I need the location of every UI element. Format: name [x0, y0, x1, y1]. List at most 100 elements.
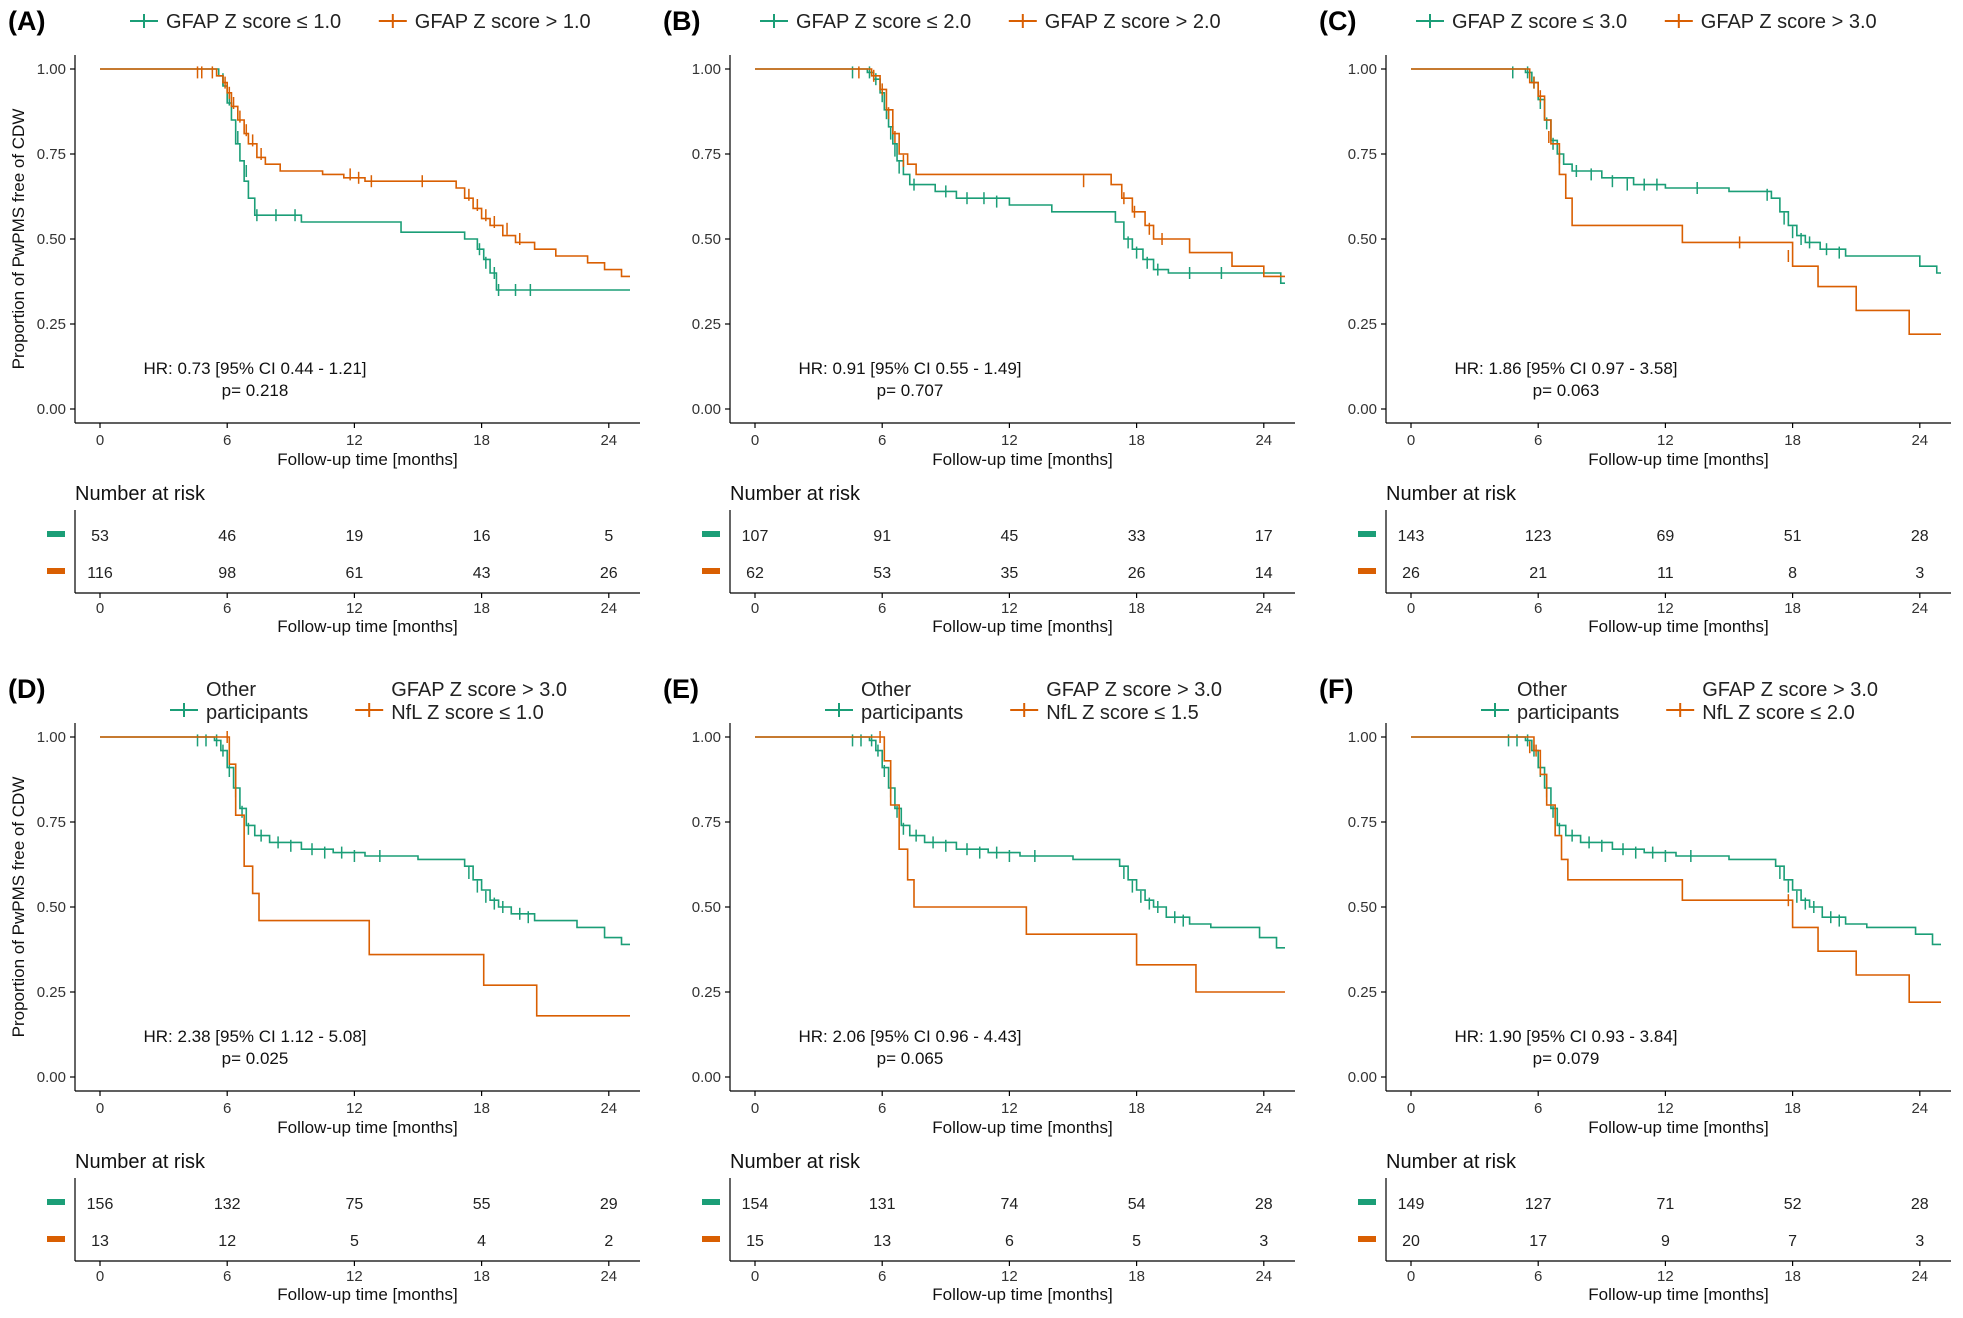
legend-label: GFAP Z score ≤ 1.0: [166, 11, 341, 33]
risk-count: 6: [1005, 1233, 1014, 1250]
risk-count: 53: [91, 528, 109, 545]
legend-key: [378, 14, 407, 28]
risk-count: 8: [1788, 565, 1797, 582]
risk-x-axis-title: Follow-up time [months]: [277, 617, 457, 636]
y-tick-label: 0.50: [1348, 231, 1377, 248]
km-curve-series-0: [755, 736, 1285, 949]
x-tick-label: 18: [1128, 432, 1145, 449]
y-tick-label: 0.75: [1348, 146, 1377, 163]
y-tick-label: 0.00: [692, 401, 721, 418]
risk-count: 26: [600, 565, 618, 582]
risk-x-tick-label: 12: [1657, 1268, 1674, 1285]
risk-x-tick-label: 24: [1911, 600, 1928, 617]
legend-label: GFAP Z score ≤ 3.0: [1452, 11, 1627, 33]
km-panel-1: (B) GFAP Z score ≤ 2.0 GFAP Z score > 2.0 0…: [663, 6, 1295, 636]
risk-count: 54: [1128, 1196, 1146, 1213]
legend-label: GFAP Z score > 3.0: [1702, 679, 1878, 701]
km-curve-series-1: [755, 736, 1285, 993]
risk-count: 46: [218, 528, 236, 545]
x-tick-label: 0: [96, 432, 104, 449]
risk-count: 74: [1001, 1196, 1019, 1213]
legend-label: Other: [1517, 679, 1567, 701]
risk-x-tick-label: 18: [473, 600, 490, 617]
km-panel-2: (C) GFAP Z score ≤ 3.0 GFAP Z score > 3.0 0…: [1319, 6, 1951, 636]
risk-x-tick-label: 24: [1255, 1268, 1272, 1285]
y-tick-label: 1.00: [37, 729, 66, 746]
x-tick-label: 0: [96, 1100, 104, 1117]
risk-count: 28: [1255, 1196, 1273, 1213]
panel-letter: (F): [1319, 674, 1353, 704]
p-value-text: p= 0.218: [222, 381, 289, 400]
legend-key: [170, 703, 198, 717]
risk-count: 55: [473, 1196, 491, 1213]
risk-count: 69: [1657, 528, 1675, 545]
y-tick-label: 0.25: [37, 984, 66, 1001]
risk-x-tick-label: 18: [1128, 1268, 1145, 1285]
km-curve-series-0: [100, 68, 630, 291]
risk-x-tick-label: 24: [1255, 600, 1272, 617]
risk-count: 143: [1398, 528, 1425, 545]
hazard-ratio-text: HR: 2.06 [95% CI 0.96 - 4.43]: [798, 1027, 1021, 1046]
risk-x-tick-label: 24: [600, 1268, 617, 1285]
x-tick-label: 6: [878, 1100, 886, 1117]
risk-row-swatch: [1358, 568, 1376, 574]
x-tick-label: 6: [878, 432, 886, 449]
risk-row-swatch: [702, 1199, 720, 1205]
risk-count: 43: [473, 565, 491, 582]
legend-label: NfL Z score ≤ 2.0: [1702, 702, 1855, 724]
risk-x-axis-title: Follow-up time [months]: [1588, 617, 1768, 636]
legend-label: GFAP Z score ≤ 2.0: [796, 11, 971, 33]
risk-row-swatch: [1358, 1199, 1376, 1205]
y-tick-label: 0.75: [692, 146, 721, 163]
risk-count: 51: [1784, 528, 1802, 545]
risk-row-swatch: [47, 1236, 65, 1242]
risk-count: 107: [742, 528, 769, 545]
y-tick-label: 0.75: [1348, 814, 1377, 831]
risk-count: 13: [873, 1233, 891, 1250]
km-curve-series-1: [100, 68, 630, 278]
risk-count: 5: [604, 528, 613, 545]
x-axis-title: Follow-up time [months]: [277, 450, 457, 469]
risk-count: 19: [346, 528, 364, 545]
y-tick-label: 0.50: [37, 899, 66, 916]
x-tick-label: 24: [600, 432, 617, 449]
risk-x-tick-label: 6: [223, 1268, 231, 1285]
risk-x-tick-label: 12: [1001, 600, 1018, 617]
x-tick-label: 12: [1657, 1100, 1674, 1117]
legend-key: [1666, 703, 1695, 717]
risk-table-title: Number at risk: [1386, 483, 1517, 505]
y-tick-label: 0.50: [692, 899, 721, 916]
x-tick-label: 18: [1784, 432, 1801, 449]
risk-count: 7: [1788, 1233, 1797, 1250]
y-tick-label: 0.50: [1348, 899, 1377, 916]
risk-x-tick-label: 12: [1657, 600, 1674, 617]
legend-key: [1664, 14, 1693, 28]
legend-key: [825, 703, 853, 717]
risk-row-swatch: [702, 568, 720, 574]
risk-x-tick-label: 18: [1784, 1268, 1801, 1285]
x-axis-title: Follow-up time [months]: [1588, 450, 1768, 469]
x-tick-label: 6: [1534, 432, 1542, 449]
risk-count: 62: [746, 565, 764, 582]
risk-x-tick-label: 0: [96, 1268, 104, 1285]
risk-count: 131: [869, 1196, 896, 1213]
risk-count: 53: [873, 565, 891, 582]
risk-count: 45: [1001, 528, 1019, 545]
risk-count: 26: [1402, 565, 1420, 582]
risk-count: 98: [218, 565, 236, 582]
risk-x-tick-label: 0: [751, 600, 759, 617]
x-tick-label: 12: [1657, 432, 1674, 449]
risk-table-title: Number at risk: [1386, 1151, 1517, 1173]
risk-count: 154: [742, 1196, 769, 1213]
legend-key: [1008, 14, 1037, 28]
risk-count: 91: [873, 528, 891, 545]
risk-row-swatch: [1358, 1236, 1376, 1242]
risk-count: 71: [1657, 1196, 1675, 1213]
legend-label: participants: [1517, 702, 1619, 724]
legend-label: Other: [206, 679, 256, 701]
legend-key: [130, 14, 158, 28]
km-panel-0: (A) GFAP Z score ≤ 1.0 GFAP Z score > 1.0 0…: [8, 6, 640, 636]
